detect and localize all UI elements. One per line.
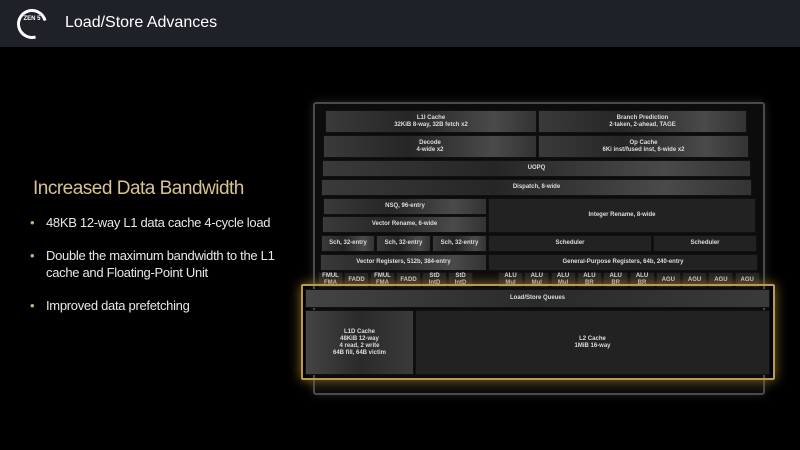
- header-bar: ZEN 5 Load/Store Advances: [0, 0, 800, 47]
- branch-prediction-block: Branch Prediction 2-taken, 2-ahead, TAGE: [538, 110, 747, 133]
- logo-text: ZEN 5: [23, 16, 41, 22]
- sch-block: Sch, 32-entry: [376, 235, 431, 252]
- bullet-item: 48KB 12-way L1 data cache 4-cycle load: [30, 214, 300, 231]
- bullet-list: 48KB 12-way L1 data cache 4-cycle load D…: [30, 214, 300, 330]
- zen5-logo: [11, 3, 53, 45]
- l2-cache-block: L2 Cache 1MiB 16-way: [415, 310, 770, 375]
- l1i-block: L1I Cache 32KiB 8-way, 32B fetch x2: [325, 110, 537, 133]
- dispatch-block: Dispatch, 8-wide: [321, 179, 752, 196]
- load-store-queues-block: Load/Store Queues: [305, 289, 770, 308]
- bullet-item: Improved data prefetching: [30, 297, 300, 314]
- l1d-cache-block: L1D Cache 48KiB 12-way 4 read, 2 write 6…: [305, 310, 414, 375]
- vector-registers-block: Vector Registers, 512b, 384-entry: [320, 254, 487, 271]
- highlight-frame: [301, 284, 775, 380]
- sch-block: Sch, 32-entry: [432, 235, 487, 252]
- integer-rename-block: Integer Rename, 8-wide: [488, 198, 756, 233]
- scheduler-block: Scheduler: [653, 235, 757, 252]
- sch-block: Sch, 32-entry: [321, 235, 375, 252]
- slide-title: Load/Store Advances: [65, 14, 218, 31]
- bullet-item: Double the maximum bandwidth to the L1 c…: [30, 247, 300, 281]
- scheduler-block: Scheduler: [488, 235, 652, 252]
- uopq-block: UOPQ: [322, 160, 751, 177]
- vector-rename-block: Vector Rename, 6-wide: [322, 216, 487, 233]
- op-cache-block: Op Cache 6Ki inst/fused inst, 6-wide x2: [538, 135, 749, 158]
- gpr-block: General-Purpose Registers, 64b, 240-entr…: [488, 254, 758, 271]
- nsq-block: NSQ, 96-entry: [323, 198, 487, 215]
- section-heading: Increased Data Bandwidth: [33, 178, 244, 199]
- decode-block: Decode 4-wide x2: [323, 135, 537, 158]
